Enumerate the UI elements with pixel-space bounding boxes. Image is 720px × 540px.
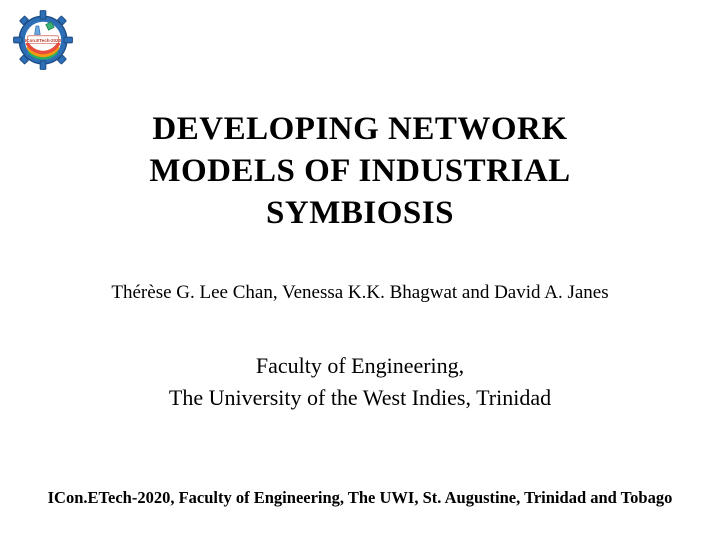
- gear-icon: ICon.ETech-2020: [8, 5, 78, 75]
- affiliation-line-2: The University of the West Indies, Trini…: [0, 382, 720, 414]
- conference-logo: ICon.ETech-2020: [8, 5, 78, 75]
- slide-footer: ICon.ETech-2020, Faculty of Engineering,…: [0, 488, 720, 508]
- affiliation-line-1: Faculty of Engineering,: [0, 350, 720, 382]
- title-line-3: SYMBIOSIS: [0, 192, 720, 234]
- slide-title: DEVELOPING NETWORK MODELS OF INDUSTRIAL …: [0, 108, 720, 235]
- logo-label-text: ICon.ETech-2020: [25, 38, 62, 43]
- authors-line: Thérèse G. Lee Chan, Venessa K.K. Bhagwa…: [0, 282, 720, 304]
- affiliation-block: Faculty of Engineering, The University o…: [0, 350, 720, 414]
- title-line-2: MODELS OF INDUSTRIAL: [0, 150, 720, 192]
- title-line-1: DEVELOPING NETWORK: [0, 108, 720, 150]
